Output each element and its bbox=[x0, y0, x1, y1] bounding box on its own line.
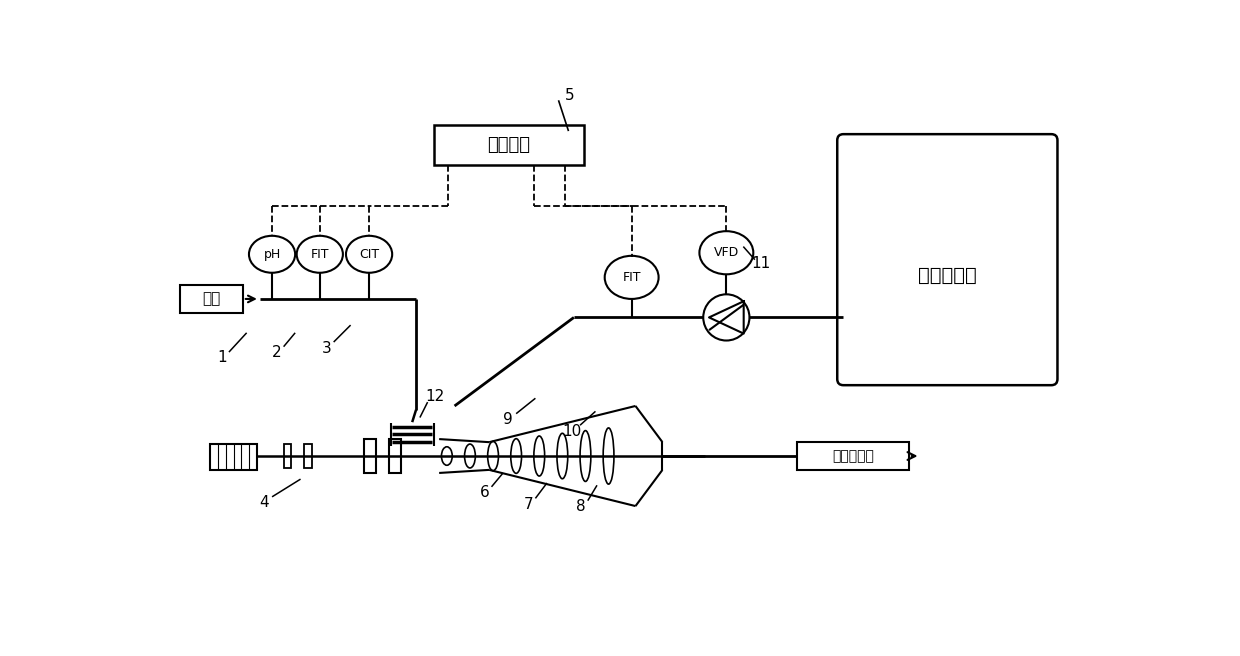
Bar bbox=[389, 439, 402, 473]
Text: 絮凝剂储罐: 絮凝剂储罐 bbox=[918, 266, 977, 285]
Bar bbox=[392, 443, 399, 468]
Ellipse shape bbox=[511, 439, 522, 474]
Text: 1: 1 bbox=[217, 350, 227, 365]
Text: VFD: VFD bbox=[714, 246, 739, 259]
Text: 4: 4 bbox=[259, 495, 268, 510]
Ellipse shape bbox=[487, 441, 498, 470]
Text: 2: 2 bbox=[272, 344, 281, 359]
Bar bbox=[304, 443, 312, 468]
Text: 调理后污泥: 调理后污泥 bbox=[832, 449, 874, 463]
Ellipse shape bbox=[249, 236, 295, 273]
Ellipse shape bbox=[580, 430, 590, 482]
Text: 污泥: 污泥 bbox=[202, 291, 221, 306]
Ellipse shape bbox=[534, 436, 544, 476]
Bar bbox=[363, 439, 376, 473]
Text: 7: 7 bbox=[523, 497, 533, 512]
Text: CIT: CIT bbox=[360, 248, 379, 261]
Ellipse shape bbox=[441, 447, 453, 465]
Text: 3: 3 bbox=[322, 340, 331, 356]
Text: 5: 5 bbox=[565, 88, 575, 103]
Text: 11: 11 bbox=[751, 256, 770, 271]
Text: 控制单元: 控制单元 bbox=[487, 136, 531, 154]
Text: 10: 10 bbox=[562, 424, 582, 439]
Bar bbox=[434, 125, 584, 165]
Ellipse shape bbox=[296, 236, 343, 273]
Ellipse shape bbox=[557, 434, 568, 479]
Text: pH: pH bbox=[263, 248, 280, 261]
Ellipse shape bbox=[465, 444, 475, 468]
Ellipse shape bbox=[605, 256, 658, 299]
Text: 8: 8 bbox=[577, 499, 585, 514]
Ellipse shape bbox=[699, 231, 754, 274]
Bar bbox=[284, 443, 291, 468]
Ellipse shape bbox=[603, 428, 614, 484]
Circle shape bbox=[703, 295, 749, 340]
Text: FIT: FIT bbox=[622, 271, 641, 284]
Text: FIT: FIT bbox=[310, 248, 329, 261]
Text: 9: 9 bbox=[502, 413, 512, 427]
FancyBboxPatch shape bbox=[837, 134, 1058, 385]
Text: 12: 12 bbox=[425, 389, 445, 404]
Bar bbox=[180, 285, 243, 313]
Bar bbox=[366, 443, 373, 468]
Ellipse shape bbox=[346, 236, 392, 273]
Bar bbox=[797, 442, 909, 470]
Text: 6: 6 bbox=[480, 485, 490, 501]
Bar bbox=[211, 443, 257, 470]
